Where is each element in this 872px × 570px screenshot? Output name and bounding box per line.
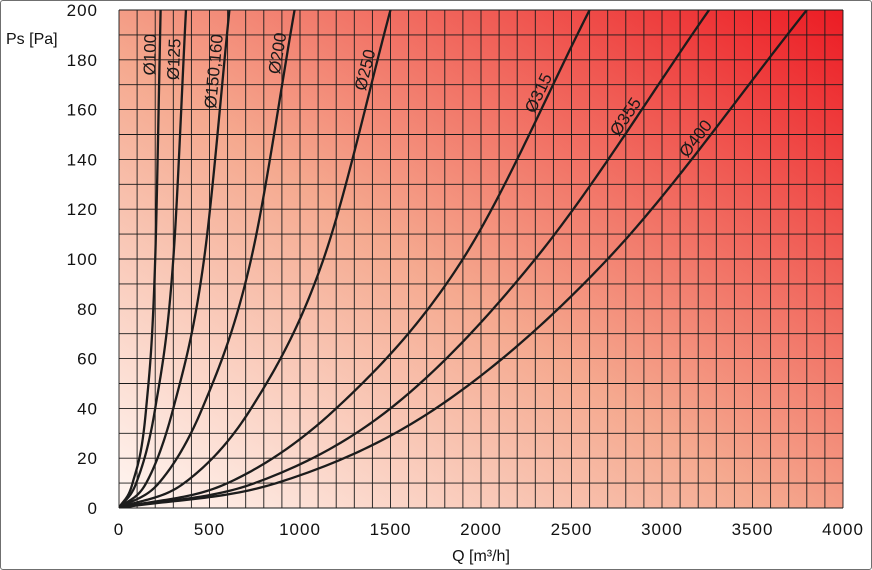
curve-label-Ø100: Ø100 (140, 34, 160, 76)
y-tick-label: 0 (88, 499, 98, 518)
x-tick-label: 2000 (460, 520, 502, 539)
y-axis-title: Ps [Pa] (6, 31, 58, 48)
y-tick-label: 180 (67, 51, 98, 70)
curves (119, 10, 808, 508)
grid (118, 9, 844, 509)
y-tick-label: 100 (67, 250, 98, 269)
curve-Ø150,160 (119, 10, 231, 508)
curve-Ø355 (119, 10, 711, 508)
y-tick-label: 160 (67, 101, 98, 120)
x-tick-label: 0 (114, 520, 124, 539)
curve-Ø400 (119, 10, 808, 508)
x-tick-label: 2500 (551, 520, 593, 539)
y-tick-label: 120 (67, 200, 98, 219)
x-tick-label: 3500 (732, 520, 774, 539)
y-tick-label: 80 (77, 300, 98, 319)
x-tick-label: 500 (194, 520, 225, 539)
x-tick-label: 3000 (641, 520, 683, 539)
y-tick-label: 200 (67, 1, 98, 20)
curve-label-Ø125: Ø125 (164, 38, 185, 80)
curve-Ø315 (119, 10, 591, 508)
y-axis-ticks: 0 20 40 60 80 100 120 140 160 180 200 (67, 1, 98, 518)
y-tick-label: 20 (77, 449, 98, 468)
x-tick-label: 1000 (279, 520, 321, 539)
y-tick-label: 40 (77, 399, 98, 418)
x-tick-label: 4000 (822, 520, 864, 539)
y-tick-label: 140 (67, 150, 98, 169)
curve-Ø200 (119, 10, 296, 508)
y-tick-label: 60 (77, 350, 98, 369)
curve-Ø125 (119, 10, 188, 508)
x-axis-ticks: 0 500 1000 1500 2000 2500 3000 3500 4000 (114, 520, 864, 539)
x-axis-title: Q [m³/h] (452, 548, 510, 565)
curve-Ø250 (119, 10, 392, 508)
x-tick-label: 1500 (370, 520, 412, 539)
